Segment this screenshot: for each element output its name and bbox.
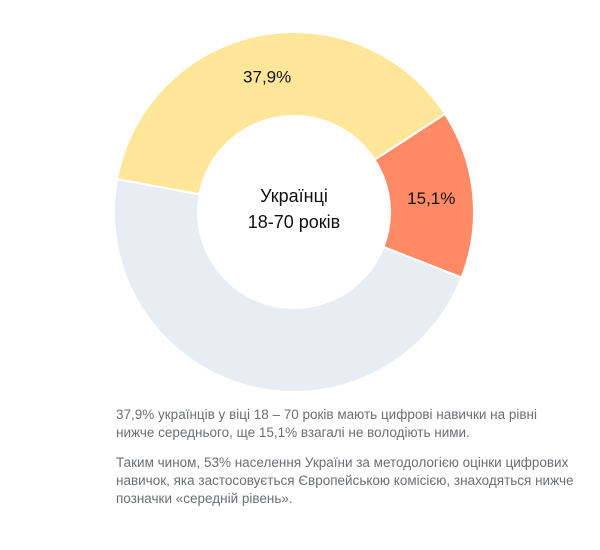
donut-center-label: Українці 18-70 років (194, 183, 394, 235)
center-label-line-2: 18-70 років (247, 212, 341, 232)
donut-chart-svg: 15,1% 37,9% (113, 31, 475, 393)
donut-slice-1 (113, 177, 463, 393)
notes-paragraph-1: 37,9% українців у віці 18 – 70 років маю… (116, 407, 538, 440)
donut-slice-label-2: 37,9% (243, 68, 291, 87)
notes-paragraph-2: Таким чином, 53% населення України за ме… (116, 455, 574, 506)
donut-slice-label-0: 15,1% (407, 189, 455, 208)
donut-chart: 15,1% 37,9% Українці 18-70 років (113, 31, 475, 393)
chart-notes: 37,9% українців у віці 18 – 70 років маю… (116, 406, 576, 520)
donut-slice-2 (115, 31, 447, 196)
center-label-line-1: Українці (260, 186, 328, 206)
